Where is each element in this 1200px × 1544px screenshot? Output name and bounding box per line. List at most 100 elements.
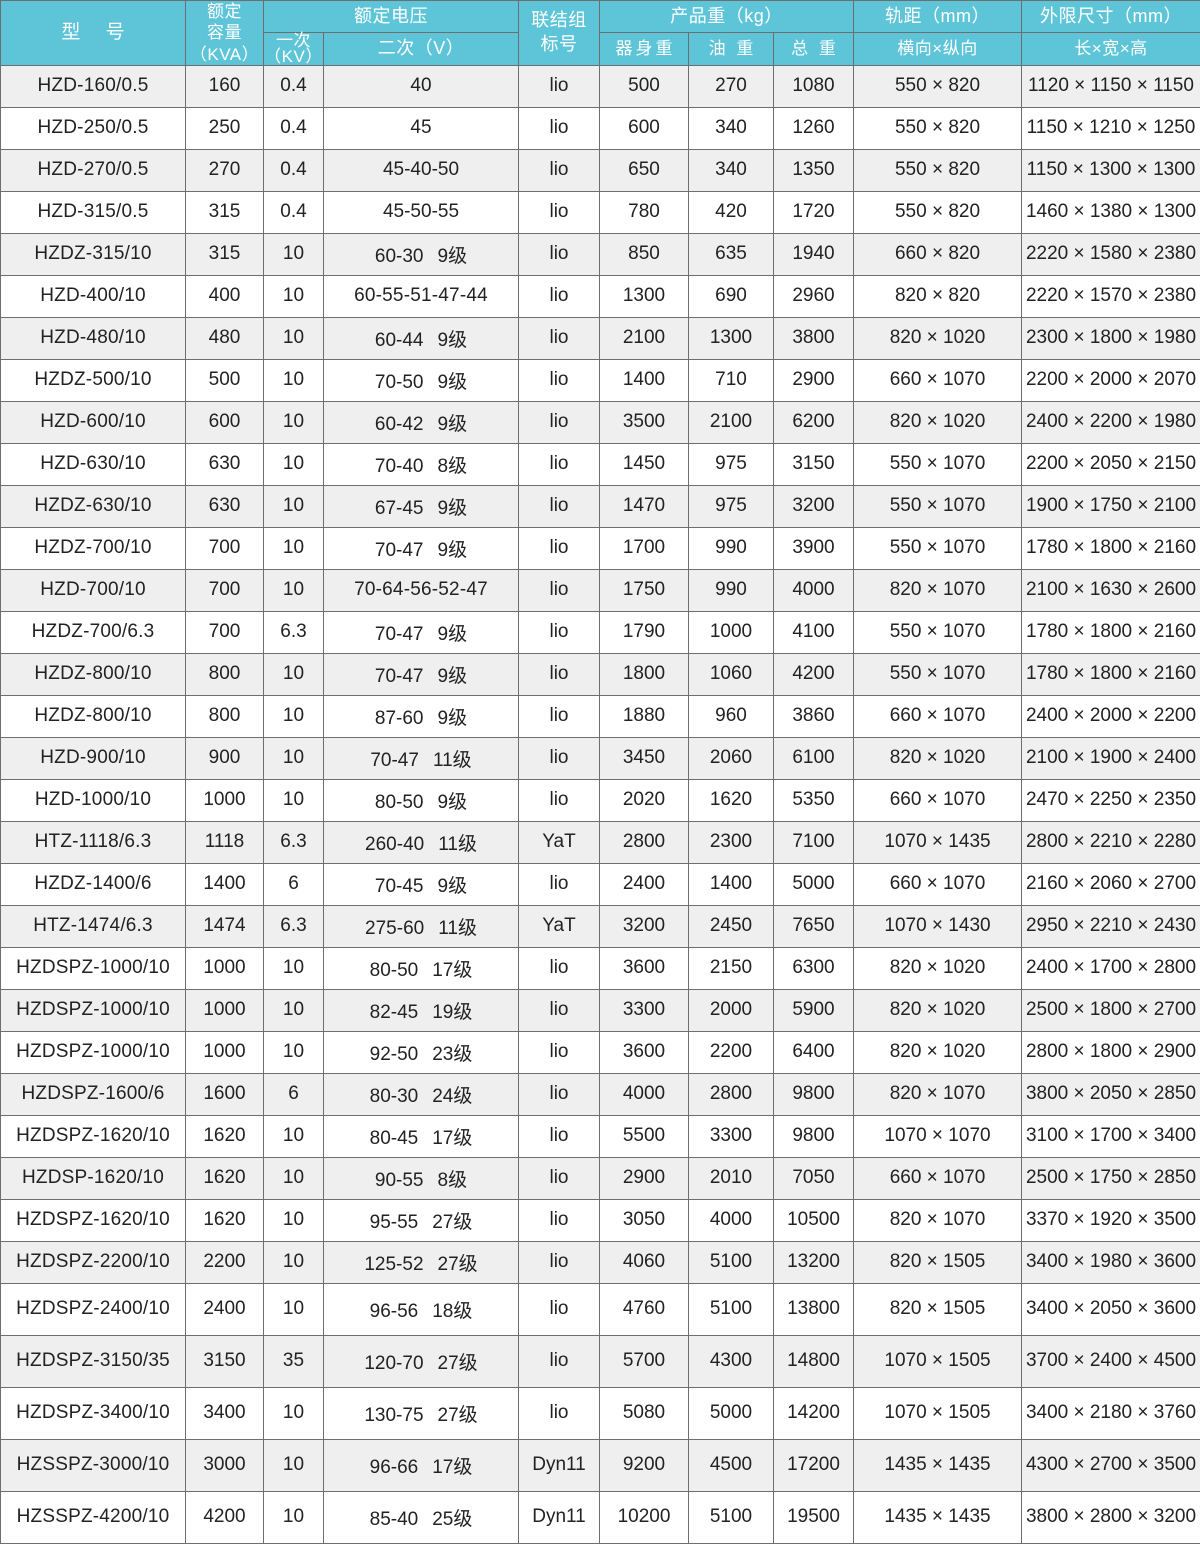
secondary-voltage-value: 70-50 xyxy=(375,372,424,393)
cell-capacity: 700 xyxy=(186,611,264,653)
cell-outline: 1460 × 1380 × 1300 xyxy=(1022,191,1200,233)
cell-primary: 10 xyxy=(264,401,324,443)
cell-group: lio xyxy=(519,275,600,317)
cell-secondary: 60-44 9级 xyxy=(324,317,519,359)
cell-capacity: 270 xyxy=(186,149,264,191)
cell-secondary: 45 xyxy=(324,107,519,149)
cell-outline: 3400 × 2180 × 3760 xyxy=(1022,1387,1200,1439)
cell-gauge: 820 × 1505 xyxy=(854,1241,1022,1283)
secondary-grade-value: 9级 xyxy=(438,876,468,897)
cell-total: 5350 xyxy=(774,779,854,821)
cell-gauge: 820 × 1020 xyxy=(854,1031,1022,1073)
cell-gauge: 1435 × 1435 xyxy=(854,1439,1022,1491)
cell-primary: 10 xyxy=(264,1157,324,1199)
cell-group: lio xyxy=(519,947,600,989)
cell-outline: 1780 × 1800 × 2160 xyxy=(1022,527,1200,569)
cell-body: 1300 xyxy=(600,275,689,317)
header-rated-capacity-line2: 容量 xyxy=(188,22,261,43)
secondary-voltage-value: 45-40-50 xyxy=(383,159,459,180)
cell-gauge: 660 × 1070 xyxy=(854,779,1022,821)
cell-model: HZDZ-700/10 xyxy=(1,527,186,569)
cell-capacity: 1000 xyxy=(186,989,264,1031)
cell-oil: 2200 xyxy=(689,1031,774,1073)
cell-primary: 10 xyxy=(264,485,324,527)
cell-group: lio xyxy=(519,191,600,233)
secondary-voltage-value: 60-44 xyxy=(375,330,424,351)
cell-gauge: 1070 × 1070 xyxy=(854,1115,1022,1157)
secondary-voltage-value: 80-45 xyxy=(370,1128,419,1149)
secondary-voltage-value: 130-75 xyxy=(364,1405,423,1426)
cell-model: HZSSPZ-4200/10 xyxy=(1,1491,186,1543)
cell-outline: 2500 × 1750 × 2850 xyxy=(1022,1157,1200,1199)
secondary-voltage-value: 70-47 xyxy=(375,540,424,561)
secondary-voltage-value: 87-60 xyxy=(375,708,424,729)
secondary-voltage-value: 96-66 xyxy=(370,1457,419,1478)
cell-body: 2400 xyxy=(600,863,689,905)
cell-outline: 2300 × 1800 × 1980 xyxy=(1022,317,1200,359)
cell-gauge: 550 × 1070 xyxy=(854,443,1022,485)
secondary-voltage-value: 60-30 xyxy=(375,246,424,267)
cell-oil: 1620 xyxy=(689,779,774,821)
cell-body: 1450 xyxy=(600,443,689,485)
cell-total: 4200 xyxy=(774,653,854,695)
cell-outline: 2950 × 2210 × 2430 xyxy=(1022,905,1200,947)
cell-oil: 690 xyxy=(689,275,774,317)
cell-primary: 10 xyxy=(264,737,324,779)
cell-primary: 10 xyxy=(264,989,324,1031)
cell-total: 3800 xyxy=(774,317,854,359)
cell-body: 1470 xyxy=(600,485,689,527)
cell-gauge: 820 × 1020 xyxy=(854,989,1022,1031)
cell-model: HTZ-1118/6.3 xyxy=(1,821,186,863)
cell-total: 7050 xyxy=(774,1157,854,1199)
cell-primary: 0.4 xyxy=(264,191,324,233)
cell-body: 1750 xyxy=(600,569,689,611)
cell-gauge: 820 × 1070 xyxy=(854,1199,1022,1241)
cell-outline: 2500 × 1800 × 2700 xyxy=(1022,989,1200,1031)
cell-model: HZDSPZ-3400/10 xyxy=(1,1387,186,1439)
header-oil-weight: 油 重 xyxy=(689,33,774,65)
cell-group: lio xyxy=(519,1031,600,1073)
cell-capacity: 3400 xyxy=(186,1387,264,1439)
cell-total: 1080 xyxy=(774,65,854,107)
cell-capacity: 700 xyxy=(186,527,264,569)
cell-total: 6100 xyxy=(774,737,854,779)
cell-oil: 420 xyxy=(689,191,774,233)
cell-capacity: 400 xyxy=(186,275,264,317)
cell-oil: 5000 xyxy=(689,1387,774,1439)
header-rated-capacity: 额定 容量 （KVA） xyxy=(186,1,264,66)
secondary-grade-value: 9级 xyxy=(438,330,468,351)
cell-primary: 10 xyxy=(264,947,324,989)
cell-total: 1350 xyxy=(774,149,854,191)
cell-primary: 10 xyxy=(264,1115,324,1157)
cell-primary: 10 xyxy=(264,653,324,695)
cell-primary: 6.3 xyxy=(264,611,324,653)
secondary-grade-value: 23级 xyxy=(432,1044,472,1065)
cell-outline: 2800 × 1800 × 2900 xyxy=(1022,1031,1200,1073)
cell-oil: 1400 xyxy=(689,863,774,905)
cell-primary: 10 xyxy=(264,527,324,569)
cell-model: HZD-160/0.5 xyxy=(1,65,186,107)
cell-group: lio xyxy=(519,779,600,821)
cell-group: lio xyxy=(519,695,600,737)
cell-group: lio xyxy=(519,401,600,443)
cell-total: 2960 xyxy=(774,275,854,317)
cell-model: HZSSPZ-3000/10 xyxy=(1,1439,186,1491)
header-outline-size: 外限尺寸（mm） xyxy=(1022,1,1200,33)
cell-group: lio xyxy=(519,1241,600,1283)
cell-primary: 10 xyxy=(264,317,324,359)
cell-model: HZD-315/0.5 xyxy=(1,191,186,233)
